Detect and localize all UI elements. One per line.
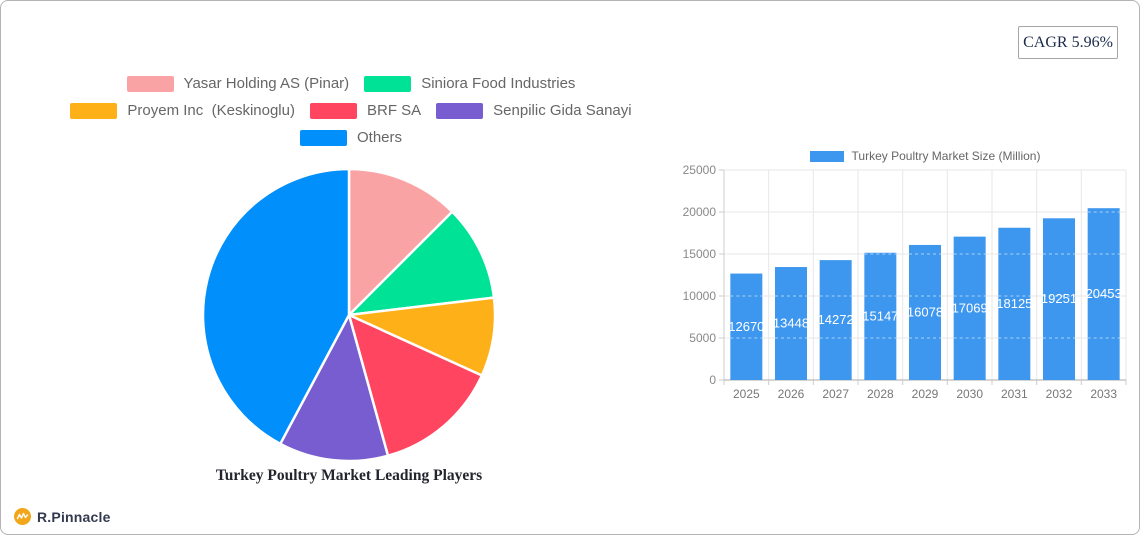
x-category-label: 2029 [912,387,939,401]
bar-value-label: 12670 [728,319,764,334]
pie-svg [201,167,497,463]
bar-value-label: 14272 [818,312,854,327]
legend-label: Siniora Food Industries [421,75,576,92]
bar-2029 [909,244,941,380]
legend-label: Others [356,129,402,146]
bar-2033 [1087,208,1120,380]
pie-chart [199,165,499,465]
legend-label: BRF SA [366,102,422,119]
legend-swatch [364,75,412,92]
pie-legend-item-3[interactable]: BRF SA [309,102,422,119]
bar-2027 [819,260,852,380]
bar-2026 [775,267,807,380]
pie-legend-item-2[interactable]: Proyem Inc (Keskinoglu) [70,102,295,119]
bar-legend[interactable]: Turkey Poultry Market Size (Million) [724,149,1126,163]
bar-value-label: 15147 [862,308,898,323]
y-tick-label: 0 [709,373,716,387]
brand-logo: R.Pinnacle [14,508,111,525]
legend-label: Proyem Inc (Keskinoglu) [127,102,295,119]
x-category-label: 2031 [1001,387,1028,401]
legend-swatch [126,75,174,92]
legend-swatch [309,102,357,119]
pie-slice-5 [201,167,351,446]
bar-value-label: 17069 [952,300,988,315]
cagr-label: CAGR 5.96% [1023,33,1113,51]
pie-slice-1 [347,210,496,317]
bar-value-label: 19251 [1041,291,1077,306]
x-category-label: 2025 [733,387,760,401]
bar-value-label: 16078 [907,304,943,319]
y-tick-label: 10000 [683,289,717,303]
legend-swatch [70,102,118,119]
legend-label: Senpilic Gida Sanayi [493,102,632,119]
x-category-label: 2032 [1046,387,1073,401]
bar-2032 [1043,218,1075,380]
pie-slice-3 [347,313,484,457]
legend-swatch [436,102,484,119]
y-tick-label: 20000 [683,205,717,219]
bar-2031 [998,227,1031,380]
pie-legend: Yasar Holding AS (Pinar) Siniora Food Ind… [41,75,661,146]
bar-2025 [730,273,763,380]
pie-legend-item-5[interactable]: Others [299,129,402,146]
bar-legend-swatch [809,150,844,162]
bar-2030 [953,236,986,380]
y-tick-label: 15000 [683,247,717,261]
pie-legend-item-4[interactable]: Senpilic Gida Sanayi [436,102,632,119]
pie-chart-title: Turkey Poultry Market Leading Players [215,467,483,484]
pie-slice-0 [347,167,454,317]
y-tick-label: 25000 [683,163,717,177]
bar-chart: 0 5000 10000 15000 20000 25000 12670 2025 13448 2… [683,163,1127,401]
brand-name: R.Pinnacle [37,508,111,525]
pie-legend-item-1[interactable]: Siniora Food Industries [364,75,575,92]
pie-slice-4 [279,313,390,463]
cagr-badge: CAGR 5.96% [1018,26,1118,59]
x-category-label: 2027 [822,387,849,401]
bar-value-label: 20453 [1086,286,1122,301]
pie-legend-item-0[interactable]: Yasar Holding AS (Pinar) [126,75,350,92]
x-category-label: 2028 [867,387,894,401]
bar-2028 [864,252,897,380]
x-category-label: 2026 [778,387,805,401]
y-tick-label: 5000 [689,331,716,345]
bar-value-label: 13448 [773,316,809,331]
x-category-label: 2030 [956,387,983,401]
legend-swatch [299,129,347,146]
legend-label: Yasar Holding AS (Pinar) [183,75,350,92]
bar-legend-label: Turkey Poultry Market Size (Million) [851,149,1041,163]
bar-value-label: 18125 [996,296,1032,311]
brand-logo-icon [14,508,31,525]
x-category-label: 2033 [1090,387,1117,401]
